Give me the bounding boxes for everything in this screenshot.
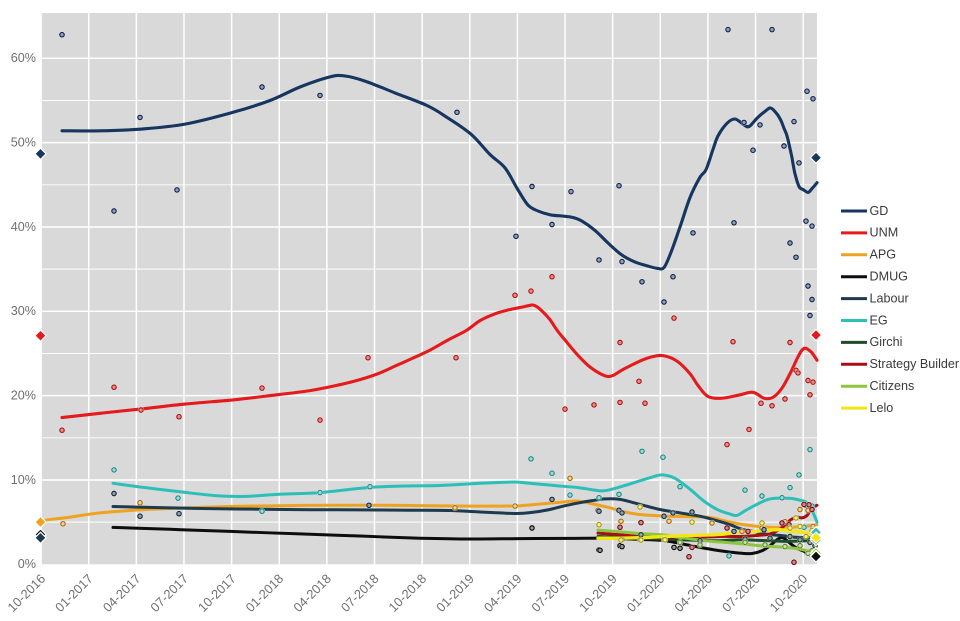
svg-text:APG: APG bbox=[870, 248, 897, 262]
svg-text:Lelo: Lelo bbox=[870, 401, 894, 415]
svg-text:50%: 50% bbox=[11, 135, 36, 149]
svg-text:60%: 60% bbox=[11, 51, 36, 65]
svg-text:Citizens: Citizens bbox=[870, 379, 915, 393]
svg-text:Girchi: Girchi bbox=[870, 335, 903, 349]
svg-text:20%: 20% bbox=[11, 388, 36, 402]
svg-text:40%: 40% bbox=[11, 220, 36, 234]
svg-text:Strategy Builder: Strategy Builder bbox=[870, 357, 960, 371]
svg-text:30%: 30% bbox=[11, 304, 36, 318]
svg-text:Labour: Labour bbox=[870, 291, 909, 305]
svg-text:EG: EG bbox=[870, 313, 888, 327]
svg-text:UNM: UNM bbox=[870, 226, 899, 240]
svg-text:10%: 10% bbox=[11, 473, 36, 487]
svg-text:GD: GD bbox=[870, 204, 889, 218]
svg-text:DMUG: DMUG bbox=[870, 270, 908, 284]
svg-text:0%: 0% bbox=[18, 557, 36, 571]
